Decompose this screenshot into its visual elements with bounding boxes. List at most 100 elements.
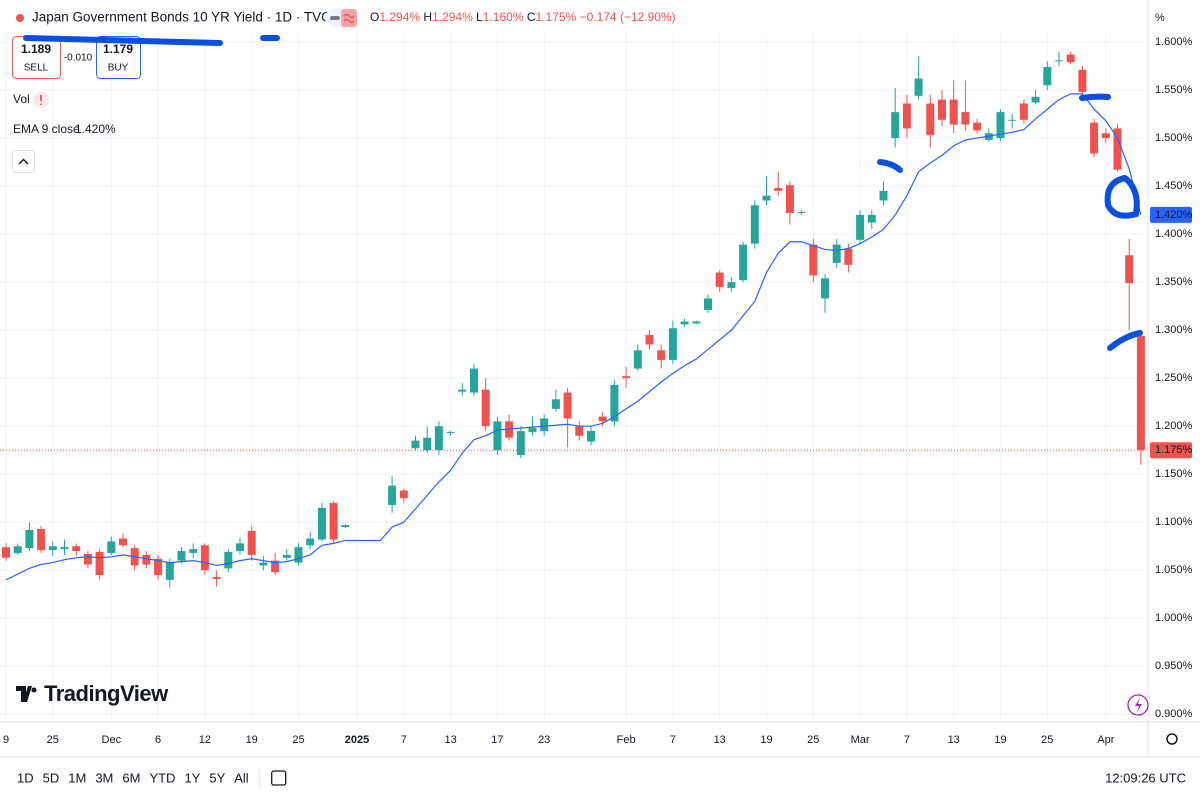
- candle-body: [189, 549, 198, 553]
- last-price-badge: [1150, 442, 1192, 459]
- range-button[interactable]: 5D: [43, 770, 60, 785]
- x-tick-label: 17: [491, 734, 503, 746]
- x-tick-label: 25: [47, 734, 59, 746]
- candle-body: [1101, 133, 1110, 139]
- candle-body: [715, 272, 724, 287]
- candle: [37, 526, 46, 553]
- candle: [60, 539, 69, 555]
- range-button[interactable]: YTD: [149, 770, 175, 785]
- range-button[interactable]: All: [234, 770, 249, 785]
- candle: [1031, 90, 1040, 105]
- candle-body: [1066, 54, 1075, 63]
- candle-body: [762, 195, 771, 201]
- candle: [247, 526, 256, 561]
- candle-body: [72, 546, 81, 552]
- range-button[interactable]: 6M: [122, 770, 140, 785]
- y-tick-label: 1.000%: [1155, 612, 1193, 624]
- candle-body: [411, 440, 420, 449]
- candle-body: [458, 389, 467, 392]
- candle: [25, 522, 34, 552]
- candle: [563, 387, 572, 448]
- candle-body: [563, 392, 572, 419]
- pill-icon: [330, 16, 340, 20]
- candle: [399, 488, 408, 504]
- candle-body: [1031, 96, 1040, 103]
- buy-label: BUY: [108, 63, 129, 74]
- candle-body: [645, 334, 654, 345]
- candle-body: [633, 350, 642, 369]
- y-tick-label: 1.400%: [1155, 228, 1193, 240]
- axes: 0.900% 0.950% 1.000% 1.050% 1.100% 1.150% 1.20…: [3, 36, 1193, 746]
- candle-body: [259, 562, 268, 566]
- candle-body: [317, 507, 326, 540]
- ema-badge-label: 1.420%: [1155, 209, 1193, 221]
- ohlc-key: H: [423, 10, 432, 24]
- candle: [329, 501, 338, 544]
- candle-body: [727, 282, 736, 288]
- candle: [224, 549, 233, 573]
- buy-price: 1.179: [103, 42, 133, 56]
- x-tick-label: 25: [807, 734, 819, 746]
- date-range-icon[interactable]: [271, 770, 287, 786]
- candle-body: [973, 122, 982, 131]
- candle-body: [914, 78, 923, 96]
- candle: [680, 318, 689, 328]
- collapse-button[interactable]: [12, 150, 35, 173]
- y-tick-label: 1.200%: [1155, 420, 1193, 432]
- range-button[interactable]: 1M: [68, 770, 86, 785]
- range-button[interactable]: 1Y: [184, 770, 200, 785]
- candle-body: [165, 562, 174, 580]
- candle-body: [446, 431, 455, 433]
- pill-icon-bg: [341, 9, 357, 27]
- candle-body: [423, 437, 432, 451]
- candle-body: [142, 554, 151, 565]
- candle-body: [306, 538, 315, 546]
- candle: [610, 380, 619, 427]
- ema-line: [5, 93, 1142, 581]
- x-tick-label: 2025: [345, 734, 369, 746]
- candle-body: [704, 298, 712, 310]
- candle-body: [388, 485, 397, 505]
- candle: [645, 330, 654, 350]
- y-tick-label: 0.950%: [1155, 660, 1193, 672]
- candle-body: [1008, 119, 1017, 121]
- candle: [1125, 238, 1134, 331]
- candle-body: [1019, 103, 1028, 120]
- buy-button[interactable]: [96, 36, 141, 79]
- candle-body: [961, 112, 970, 125]
- candle: [1019, 99, 1028, 124]
- candle: [259, 555, 268, 571]
- settings-icon[interactable]: [1166, 733, 1178, 745]
- candle-body: [610, 384, 619, 422]
- range-button[interactable]: 3M: [95, 770, 113, 785]
- scribble: [877, 159, 903, 173]
- clock: 12:09:26 UTC: [1105, 770, 1186, 785]
- ohlc-key: C: [527, 10, 536, 24]
- x-tick-label: 19: [994, 734, 1006, 746]
- candle: [154, 554, 163, 580]
- candle: [867, 210, 876, 230]
- range-button[interactable]: 5Y: [209, 770, 225, 785]
- candle-body: [329, 503, 338, 540]
- candle: [1008, 114, 1017, 129]
- range-button[interactable]: 1D: [17, 770, 34, 785]
- candle-body: [119, 538, 127, 546]
- candle-body: [1055, 60, 1063, 62]
- x-tick-label: Apr: [1097, 734, 1114, 746]
- candle: [1055, 51, 1063, 67]
- candle-body: [809, 244, 818, 276]
- x-tick-label: 23: [538, 734, 550, 746]
- candle: [551, 389, 560, 412]
- candle: [528, 416, 537, 436]
- candle-body: [785, 185, 794, 213]
- candle-body: [271, 560, 280, 573]
- candle-body: [891, 112, 900, 139]
- y-tick-label: 0.900%: [1155, 708, 1193, 720]
- logo-dot: [31, 687, 37, 693]
- candle: [879, 181, 888, 206]
- candle: [1066, 51, 1075, 65]
- candle: [294, 543, 303, 566]
- candle-body: [83, 553, 92, 565]
- candle: [189, 543, 198, 558]
